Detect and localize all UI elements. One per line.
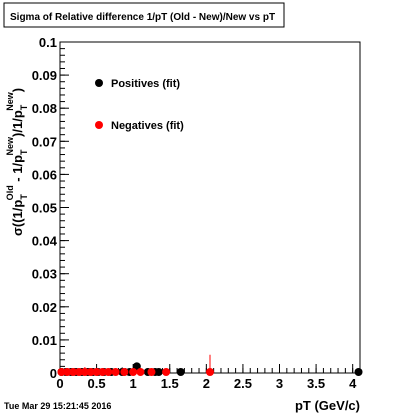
data-point <box>162 368 171 376</box>
data-series <box>57 354 363 376</box>
y-tick-label: 0.06 <box>32 167 57 182</box>
y-tick-label: 0.05 <box>32 201 57 216</box>
x-tick-label: 0 <box>56 376 63 391</box>
y-tick-label: 0.03 <box>32 267 57 282</box>
chart-title: Sigma of Relative difference 1/pT (Old -… <box>10 12 275 23</box>
x-tick-labels: 0 0.5 1 1.5 2 2.5 3 3.5 4 <box>56 376 357 391</box>
series-negatives <box>57 354 214 376</box>
timestamp: Tue Mar 29 15:21:45 2016 <box>4 401 111 411</box>
data-point <box>129 368 138 376</box>
title-box: Sigma of Relative difference 1/pT (Old -… <box>3 2 285 28</box>
data-point <box>354 368 363 376</box>
x-tick-label: 3 <box>276 376 283 391</box>
x-tick-label: 1.5 <box>161 376 179 391</box>
y-label-sup2: New <box>5 136 15 156</box>
data-point <box>75 368 84 376</box>
y-label-sup1: Old <box>5 185 15 200</box>
data-point <box>176 368 185 376</box>
data-point <box>154 368 163 376</box>
y-label-mid: - 1/p <box>10 155 25 185</box>
y-label-prefix: σ((1/p <box>10 200 25 236</box>
x-tick-label: 0.5 <box>88 376 106 391</box>
x-tick-label: 2.5 <box>234 376 252 391</box>
y-tick-label: 0.01 <box>32 333 57 348</box>
legend-marker-positives <box>95 79 103 87</box>
y-tick-label: 0.02 <box>32 300 57 315</box>
data-point <box>80 368 89 376</box>
y-label-sub2: T <box>19 149 29 155</box>
y-label-sup3: New <box>5 91 15 111</box>
data-point <box>63 368 72 376</box>
x-tick-label: 4 <box>349 376 357 391</box>
x-tick-label: 3.5 <box>307 376 325 391</box>
legend-label-negatives: Negatives (fit) <box>111 120 184 132</box>
data-point <box>104 368 113 376</box>
title-box-border <box>3 2 285 28</box>
x-tick-label: 2 <box>203 376 210 391</box>
data-point <box>69 368 78 376</box>
legend-label-positives: Positives (fit) <box>111 78 180 90</box>
y-label-sub3: T <box>19 104 29 110</box>
y-tick-label: 0.1 <box>39 35 57 50</box>
data-point <box>120 368 129 376</box>
data-point <box>98 368 107 376</box>
data-point <box>92 368 101 376</box>
legend-marker-negatives <box>95 121 103 129</box>
y-label-suffix: ) <box>10 88 25 92</box>
x-tick-label: 1 <box>130 376 137 391</box>
y-tick-label: 0.07 <box>32 134 57 149</box>
legend: Positives (fit) Negatives (fit) <box>95 78 184 132</box>
y-tick-label: 0.08 <box>32 101 57 116</box>
x-axis-label: pT (GeV/c) <box>295 398 360 413</box>
y-label-mid2: )/1/p <box>10 110 25 137</box>
y-tick-label: 0.09 <box>32 68 57 83</box>
y-tick-label: 0 <box>50 366 57 381</box>
data-point <box>111 368 120 376</box>
data-point <box>86 368 95 376</box>
y-axis-label: σ((1/pTOld - 1/pTNew)/1/pTNew) <box>5 88 29 236</box>
data-point <box>206 368 214 376</box>
y-label-sub1: T <box>19 194 29 200</box>
y-tick-labels: 0 0.01 0.02 0.03 0.04 0.05 0.06 0.07 0.08 0.09 0.1 <box>32 35 58 381</box>
data-point <box>147 368 156 376</box>
y-tick-label: 0.04 <box>32 234 58 249</box>
data-point <box>57 368 66 376</box>
data-point <box>136 368 145 376</box>
